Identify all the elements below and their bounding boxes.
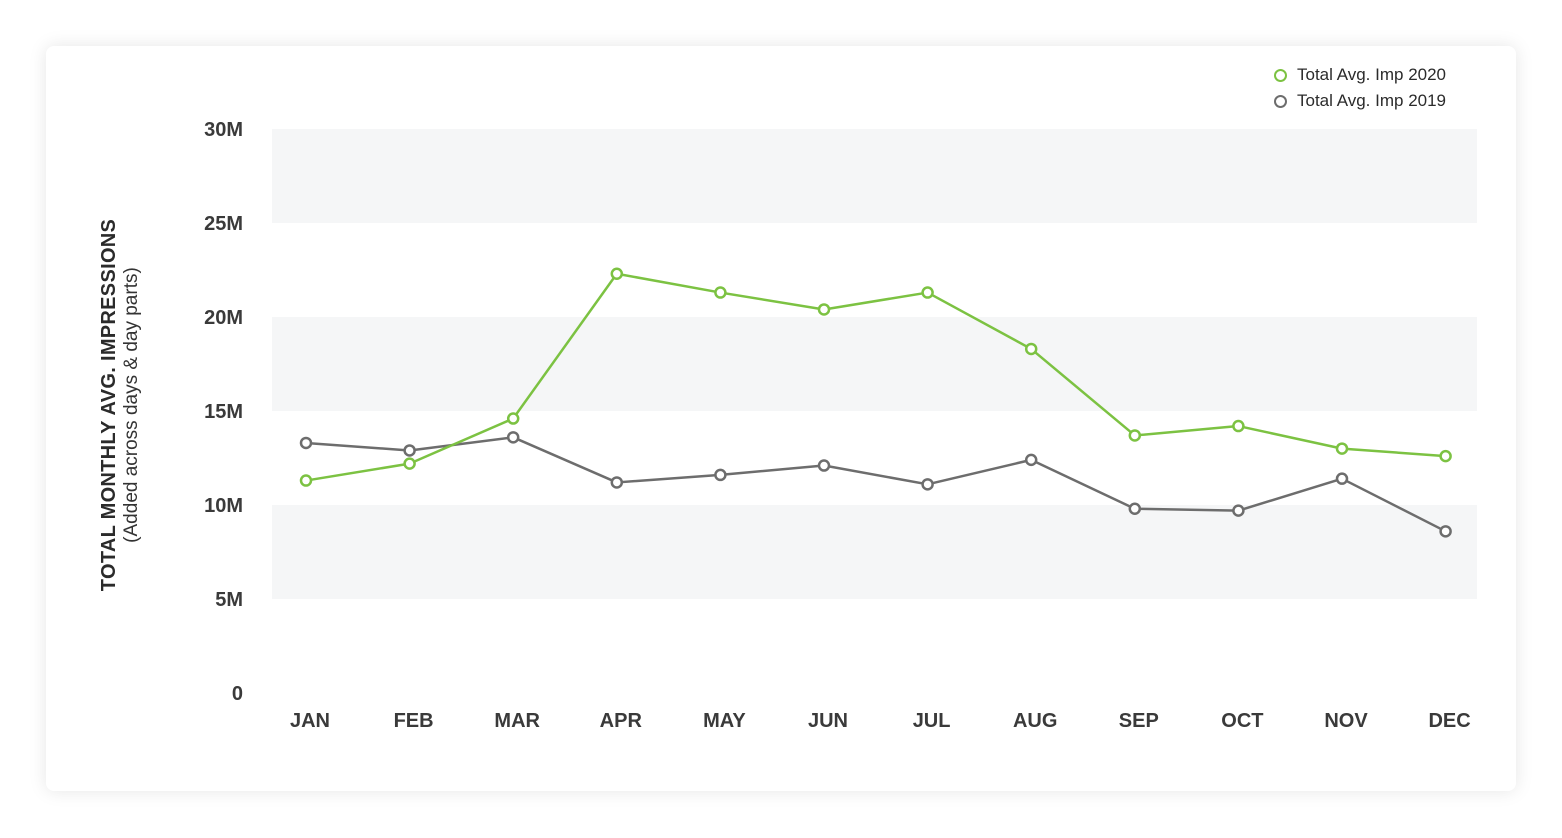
- data-point: [1232, 504, 1245, 517]
- data-point: [1439, 449, 1452, 463]
- x-tick-label: JUL: [913, 710, 951, 732]
- y-tick-label: 0: [232, 683, 243, 705]
- x-tick-label: DEC: [1428, 710, 1470, 732]
- x-tick-label: OCT: [1221, 710, 1263, 732]
- grid-band: [272, 505, 1477, 599]
- data-point: [817, 459, 831, 472]
- legend-label-2020: Total Avg. Imp 2020: [1297, 65, 1447, 84]
- data-point: [1439, 525, 1452, 538]
- data-point: [921, 286, 934, 299]
- data-point: [921, 478, 934, 491]
- y-tick-label: 20M: [204, 307, 243, 329]
- data-point: [1024, 453, 1038, 467]
- legend-marker-2020: [1274, 68, 1287, 82]
- data-point: [1024, 342, 1038, 356]
- legend: Total Avg. Imp 2020 Total Avg. Imp 2019: [1274, 62, 1446, 114]
- data-point: [1232, 419, 1245, 433]
- legend-item-2020[interactable]: Total Avg. Imp 2020: [1274, 62, 1446, 88]
- series-line: [305, 436, 1447, 533]
- legend-item-2019[interactable]: Total Avg. Imp 2019: [1274, 88, 1446, 114]
- data-point: [403, 444, 416, 457]
- x-tick-label: JUN: [808, 710, 848, 732]
- data-point: [1128, 502, 1142, 516]
- x-tick-label: JAN: [290, 710, 330, 732]
- data-point: [610, 267, 624, 281]
- data-point: [714, 286, 727, 299]
- data-point: [299, 436, 313, 450]
- y-tick-label: 30M: [204, 119, 243, 141]
- data-point: [1128, 429, 1142, 442]
- x-tick-label: FEB: [394, 710, 434, 732]
- x-tick-label: MAR: [494, 710, 540, 732]
- x-tick-label: NOV: [1324, 710, 1368, 732]
- data-point: [1335, 442, 1349, 455]
- data-point: [1335, 472, 1349, 485]
- grid-band: [272, 129, 1477, 223]
- data-point: [506, 431, 520, 444]
- y-tick-label: 5M: [215, 589, 243, 611]
- legend-marker-2019: [1274, 94, 1287, 108]
- data-point: [817, 303, 831, 316]
- data-point: [506, 412, 520, 425]
- grid-band: [272, 317, 1477, 411]
- data-point: [610, 476, 624, 489]
- series-line: [305, 272, 1446, 482]
- data-point: [714, 468, 727, 482]
- y-tick-label: 15M: [204, 401, 243, 423]
- x-tick-label: MAY: [703, 710, 746, 732]
- y-tick-label: 10M: [204, 495, 243, 517]
- y-tick-label: 25M: [204, 213, 243, 235]
- x-tick-label: APR: [600, 710, 643, 732]
- x-tick-label: AUG: [1013, 710, 1057, 732]
- data-point: [403, 457, 416, 470]
- data-point: [299, 474, 313, 487]
- x-tick-label: SEP: [1119, 710, 1159, 732]
- legend-label-2019: Total Avg. Imp 2019: [1297, 91, 1447, 110]
